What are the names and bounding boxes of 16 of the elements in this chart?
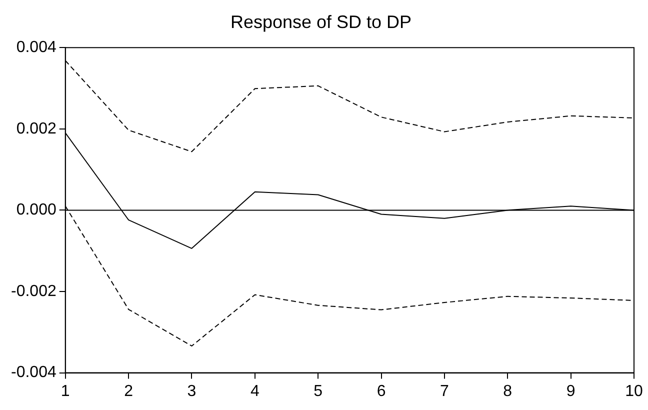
y-tick-label: 0.002 [16,120,56,138]
x-tick-label: 6 [376,382,386,400]
chart-title: Response of SD to DP [230,12,412,32]
y-tick-label: -0.002 [10,282,56,300]
x-tick-label: 1 [60,382,70,400]
x-tick-label: 9 [566,382,576,400]
x-tick-label: 7 [440,382,450,400]
x-tick-label: 3 [187,382,196,400]
x-tick-label: 4 [250,382,260,400]
y-tick-label: 0.000 [16,202,56,219]
x-tick-label: 2 [124,382,134,400]
x-tick-label: 8 [503,382,512,400]
x-tick-label: 10 [625,382,643,400]
y-tick-label: 0.004 [16,39,56,56]
x-tick-label: 5 [314,382,323,400]
y-tick-label: -0.004 [10,364,56,382]
